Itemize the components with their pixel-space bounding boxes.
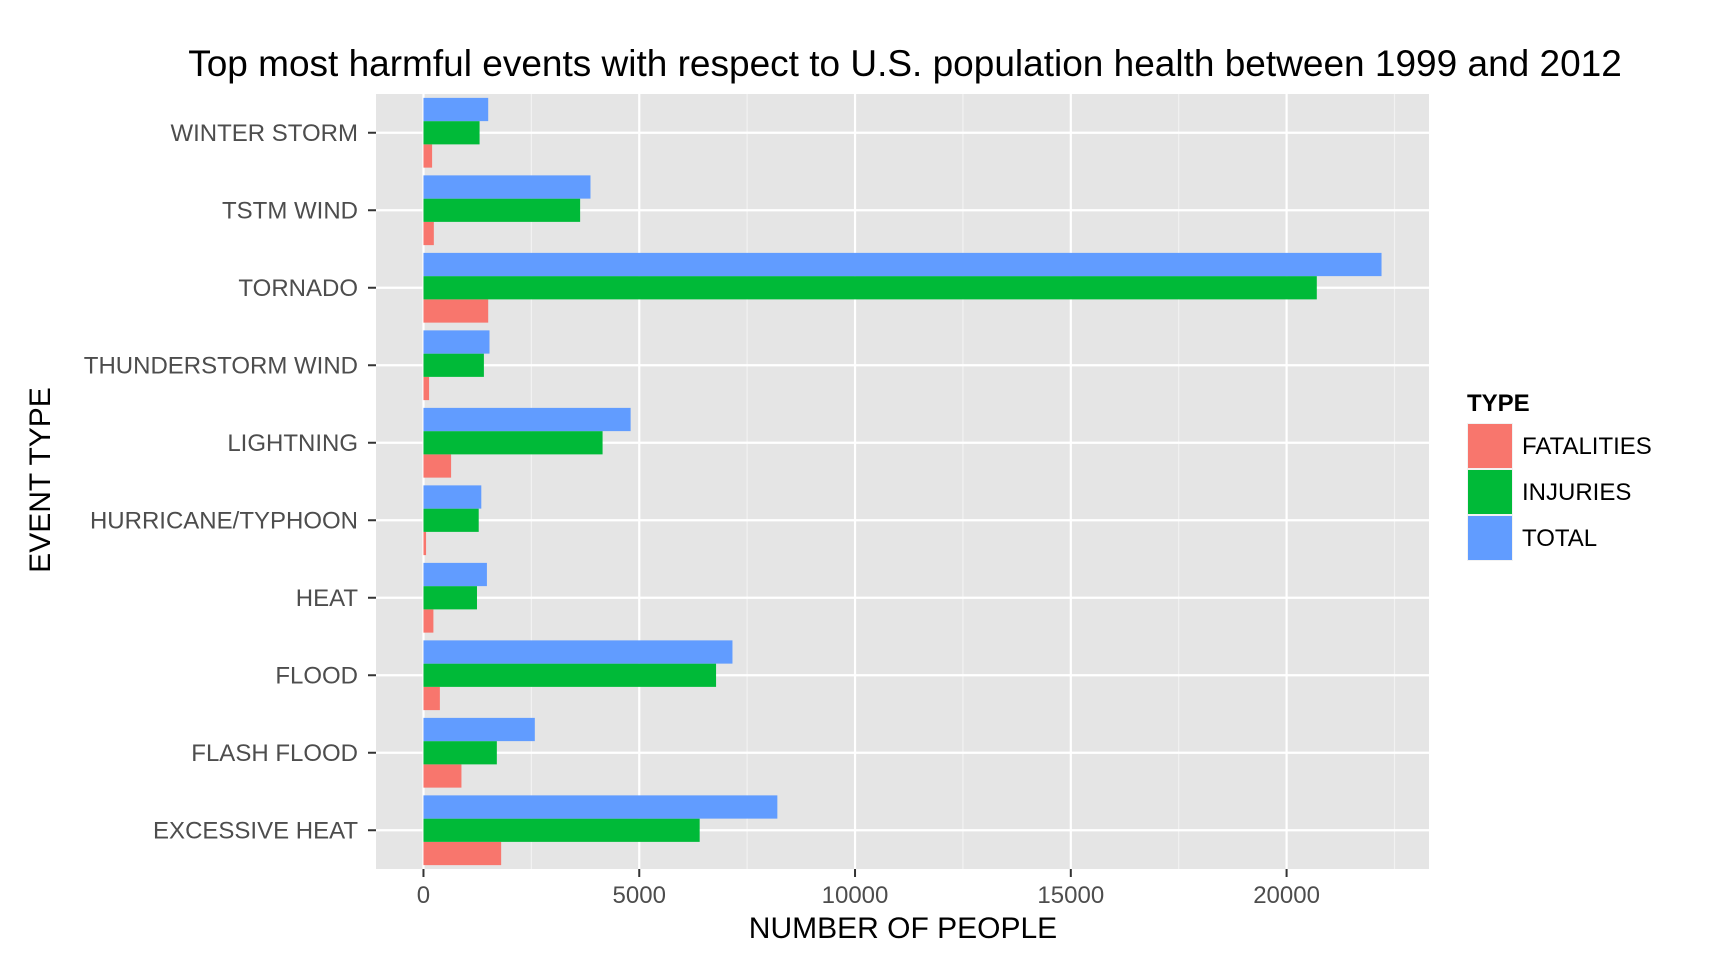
bar-injuries-winter-storm — [423, 121, 480, 145]
legend-swatch-fatalities — [1468, 424, 1512, 468]
y-tick-label: WINTER STORM — [170, 120, 358, 147]
bar-fatalities-winter-storm — [423, 144, 433, 168]
x-tick-label: 15000 — [1037, 882, 1104, 909]
bar-total-heat — [423, 562, 487, 587]
y-tick-label: EXCESSIVE HEAT — [153, 817, 358, 844]
bar-fatalities-tstm-wind — [423, 221, 434, 246]
bar-injuries-flash-flood — [423, 741, 497, 765]
bar-fatalities-flood — [423, 686, 440, 711]
y-tick-label: HURRICANE/TYPHOON — [90, 507, 358, 534]
bar-fatalities-tornado — [423, 299, 489, 323]
legend: TYPE FATALITIES INJURIES TOTAL — [1467, 390, 1652, 561]
bar-injuries-tornado — [423, 276, 1317, 300]
bar-fatalities-thunderstorm-wind — [423, 376, 430, 401]
bar-total-tstm-wind — [423, 175, 591, 199]
legend-label-total: TOTAL — [1522, 525, 1597, 552]
legend-label-fatalities: FATALITIES — [1522, 433, 1652, 460]
bar-fatalities-flash-flood — [423, 764, 462, 788]
bar-total-excessive-heat — [423, 795, 778, 819]
legend-label-injuries: INJURIES — [1522, 479, 1631, 506]
x-tick-label: 20000 — [1253, 882, 1320, 909]
bar-fatalities-hurricane-typhoon — [423, 531, 427, 556]
x-axis: 0 5000 10000 15000 20000 — [417, 869, 1320, 909]
bar-injuries-heat — [423, 586, 477, 610]
y-axis-title: EVENT TYPE — [24, 387, 57, 573]
bar-injuries-lightning — [423, 431, 603, 455]
grid-major — [376, 94, 1429, 869]
bar-injuries-tstm-wind — [423, 198, 581, 222]
bar-fatalities-heat — [423, 609, 434, 633]
y-tick-label: TSTM WIND — [222, 197, 358, 224]
y-tick-label: FLOOD — [275, 662, 358, 689]
legend-swatch-injuries — [1468, 470, 1512, 514]
legend-swatch-total — [1468, 516, 1512, 560]
bar-total-winter-storm — [423, 97, 489, 122]
plot-panel — [376, 94, 1429, 869]
y-tick-label: THUNDERSTORM WIND — [84, 352, 358, 379]
bar-total-lightning — [423, 407, 631, 432]
bar-injuries-flood — [423, 663, 717, 687]
bar-total-tornado — [423, 252, 1382, 277]
x-tick-label: 10000 — [822, 882, 889, 909]
bar-total-flood — [423, 640, 733, 664]
bar-injuries-hurricane-typhoon — [423, 508, 479, 532]
chart-title: Top most harmful events with respect to … — [188, 43, 1622, 84]
y-tick-label: TORNADO — [238, 275, 358, 302]
bar-injuries-thunderstorm-wind — [423, 353, 484, 377]
bar-fatalities-excessive-heat — [423, 841, 502, 866]
x-axis-title: NUMBER OF PEOPLE — [749, 912, 1057, 945]
legend-title: TYPE — [1467, 390, 1530, 417]
y-tick-label: FLASH FLOOD — [191, 740, 358, 767]
y-axis: EXCESSIVE HEAT FLASH FLOOD FLOOD HEAT HURRIC… — [84, 120, 376, 844]
bars — [423, 97, 1382, 866]
bar-total-thunderstorm-wind — [423, 330, 490, 354]
bar-total-hurricane-typhoon — [423, 485, 482, 509]
y-tick-label: HEAT — [296, 585, 359, 612]
x-tick-label: 5000 — [613, 882, 666, 909]
x-tick-label: 0 — [417, 882, 430, 909]
bar-total-flash-flood — [423, 717, 535, 742]
bar-fatalities-lightning — [423, 454, 452, 478]
bar-injuries-excessive-heat — [423, 818, 700, 842]
y-tick-label: LIGHTNING — [227, 430, 358, 457]
